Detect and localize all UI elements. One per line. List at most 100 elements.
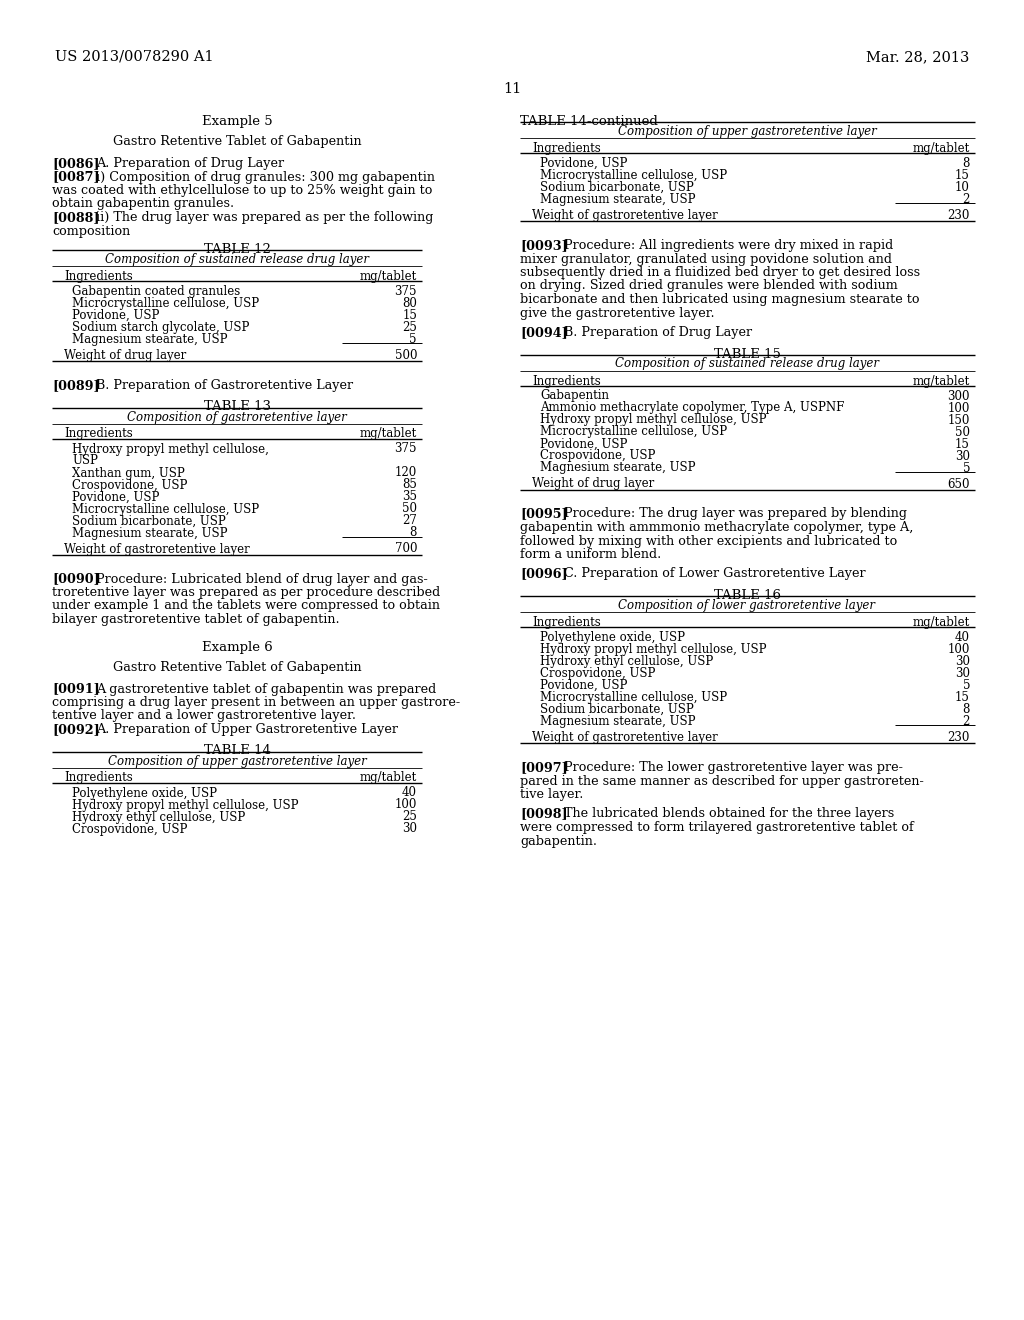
Text: Sodium starch glycolate, USP: Sodium starch glycolate, USP [72, 321, 250, 334]
Text: Polyethylene oxide, USP: Polyethylene oxide, USP [72, 787, 217, 800]
Text: 30: 30 [955, 655, 970, 668]
Text: B. Preparation of Drug Layer: B. Preparation of Drug Layer [564, 326, 752, 339]
Text: 50: 50 [955, 425, 970, 438]
Text: Xanthan gum, USP: Xanthan gum, USP [72, 466, 184, 479]
Text: 15: 15 [955, 690, 970, 704]
Text: [0095]: [0095] [520, 507, 567, 520]
Text: gabapentin.: gabapentin. [520, 834, 597, 847]
Text: US 2013/0078290 A1: US 2013/0078290 A1 [55, 50, 214, 63]
Text: 40: 40 [402, 787, 417, 800]
Text: Crospovidone, USP: Crospovidone, USP [540, 450, 655, 462]
Text: Composition of upper gastroretentive layer: Composition of upper gastroretentive lay… [617, 125, 877, 139]
Text: Hydroxy propyl methyl cellulose, USP: Hydroxy propyl methyl cellulose, USP [540, 643, 767, 656]
Text: [0088]: [0088] [52, 211, 99, 224]
Text: Ingredients: Ingredients [532, 375, 601, 388]
Text: 30: 30 [402, 822, 417, 836]
Text: Crospovidone, USP: Crospovidone, USP [72, 822, 187, 836]
Text: was coated with ethylcellulose to up to 25% weight gain to: was coated with ethylcellulose to up to … [52, 183, 432, 197]
Text: Procedure: Lubricated blend of drug layer and gas-: Procedure: Lubricated blend of drug laye… [96, 573, 428, 586]
Text: Magnesium stearate, USP: Magnesium stearate, USP [540, 462, 695, 474]
Text: Hydroxy propyl methyl cellulose, USP: Hydroxy propyl methyl cellulose, USP [540, 413, 767, 426]
Text: Weight of drug layer: Weight of drug layer [63, 348, 186, 362]
Text: TABLE 13: TABLE 13 [204, 400, 270, 413]
Text: 2: 2 [963, 715, 970, 729]
Text: 100: 100 [394, 799, 417, 812]
Text: USP: USP [72, 454, 98, 467]
Text: 120: 120 [394, 466, 417, 479]
Text: 50: 50 [402, 503, 417, 516]
Text: 25: 25 [402, 321, 417, 334]
Text: Example 5: Example 5 [202, 115, 272, 128]
Text: 650: 650 [947, 478, 970, 491]
Text: mg/tablet: mg/tablet [359, 271, 417, 282]
Text: ii) The drug layer was prepared as per the following: ii) The drug layer was prepared as per t… [96, 211, 433, 224]
Text: Povidone, USP: Povidone, USP [72, 309, 160, 322]
Text: 100: 100 [947, 401, 970, 414]
Text: Gastro Retentive Tablet of Gabapentin: Gastro Retentive Tablet of Gabapentin [113, 660, 361, 673]
Text: Microcrystalline cellulose, USP: Microcrystalline cellulose, USP [72, 297, 259, 310]
Text: 15: 15 [402, 309, 417, 322]
Text: TABLE 12: TABLE 12 [204, 243, 270, 256]
Text: bilayer gastroretentive tablet of gabapentin.: bilayer gastroretentive tablet of gabape… [52, 612, 340, 626]
Text: Composition of sustained release drug layer: Composition of sustained release drug la… [105, 253, 369, 267]
Text: 300: 300 [947, 389, 970, 403]
Text: [0094]: [0094] [520, 326, 567, 339]
Text: Ingredients: Ingredients [63, 271, 133, 282]
Text: 5: 5 [963, 678, 970, 692]
Text: composition: composition [52, 224, 130, 238]
Text: Weight of gastroretentive layer: Weight of gastroretentive layer [532, 209, 718, 222]
Text: Ingredients: Ingredients [63, 771, 133, 784]
Text: troretentive layer was prepared as per procedure described: troretentive layer was prepared as per p… [52, 586, 440, 599]
Text: Crospovidone, USP: Crospovidone, USP [72, 479, 187, 491]
Text: comprising a drug layer present in between an upper gastrore-: comprising a drug layer present in betwe… [52, 696, 460, 709]
Text: TABLE 16: TABLE 16 [714, 589, 780, 602]
Text: were compressed to form trilayered gastroretentive tablet of: were compressed to form trilayered gastr… [520, 821, 913, 834]
Text: Mar. 28, 2013: Mar. 28, 2013 [865, 50, 969, 63]
Text: [0091]: [0091] [52, 682, 99, 696]
Text: The lubricated blends obtained for the three layers: The lubricated blends obtained for the t… [564, 808, 894, 821]
Text: mixer granulator, granulated using povidone solution and: mixer granulator, granulated using povid… [520, 252, 892, 265]
Text: 375: 375 [394, 442, 417, 455]
Text: 85: 85 [402, 479, 417, 491]
Text: [0093]: [0093] [520, 239, 567, 252]
Text: Polyethylene oxide, USP: Polyethylene oxide, USP [540, 631, 685, 644]
Text: 150: 150 [947, 413, 970, 426]
Text: Povidone, USP: Povidone, USP [540, 437, 628, 450]
Text: [0086]: [0086] [52, 157, 99, 170]
Text: Weight of gastroretentive layer: Weight of gastroretentive layer [532, 731, 718, 744]
Text: mg/tablet: mg/tablet [912, 143, 970, 154]
Text: 35: 35 [402, 491, 417, 503]
Text: Povidone, USP: Povidone, USP [72, 491, 160, 503]
Text: gabapentin with ammmonio methacrylate copolymer, type A,: gabapentin with ammmonio methacrylate co… [520, 521, 913, 535]
Text: TABLE 14-continued: TABLE 14-continued [520, 115, 657, 128]
Text: Microcrystalline cellulose, USP: Microcrystalline cellulose, USP [72, 503, 259, 516]
Text: Example 6: Example 6 [202, 640, 272, 653]
Text: [0097]: [0097] [520, 762, 567, 774]
Text: Ammonio methacrylate copolymer, Type A, USPNF: Ammonio methacrylate copolymer, Type A, … [540, 401, 845, 414]
Text: 500: 500 [394, 348, 417, 362]
Text: mg/tablet: mg/tablet [359, 771, 417, 784]
Text: Magnesium stearate, USP: Magnesium stearate, USP [540, 193, 695, 206]
Text: mg/tablet: mg/tablet [912, 375, 970, 388]
Text: [0087]: [0087] [52, 170, 99, 183]
Text: Procedure: The drug layer was prepared by blending: Procedure: The drug layer was prepared b… [564, 507, 907, 520]
Text: Gabapentin: Gabapentin [540, 389, 609, 403]
Text: Sodium bicarbonate, USP: Sodium bicarbonate, USP [540, 181, 693, 194]
Text: A gastroretentive tablet of gabapentin was prepared: A gastroretentive tablet of gabapentin w… [96, 682, 436, 696]
Text: [0089]: [0089] [52, 379, 99, 392]
Text: 30: 30 [955, 450, 970, 462]
Text: Procedure: All ingredients were dry mixed in rapid: Procedure: All ingredients were dry mixe… [564, 239, 893, 252]
Text: [0096]: [0096] [520, 568, 567, 581]
Text: followed by mixing with other excipients and lubricated to: followed by mixing with other excipients… [520, 535, 897, 548]
Text: Hydroxy propyl methyl cellulose, USP: Hydroxy propyl methyl cellulose, USP [72, 799, 299, 812]
Text: Hydroxy ethyl cellulose, USP: Hydroxy ethyl cellulose, USP [540, 655, 714, 668]
Text: Hydroxy propyl methyl cellulose,: Hydroxy propyl methyl cellulose, [72, 442, 269, 455]
Text: Ingredients: Ingredients [532, 616, 601, 630]
Text: Ingredients: Ingredients [63, 428, 133, 441]
Text: tive layer.: tive layer. [520, 788, 584, 801]
Text: Microcrystalline cellulose, USP: Microcrystalline cellulose, USP [540, 169, 727, 182]
Text: 25: 25 [402, 810, 417, 824]
Text: 8: 8 [963, 704, 970, 715]
Text: Sodium bicarbonate, USP: Sodium bicarbonate, USP [72, 515, 225, 528]
Text: Hydroxy ethyl cellulose, USP: Hydroxy ethyl cellulose, USP [72, 810, 246, 824]
